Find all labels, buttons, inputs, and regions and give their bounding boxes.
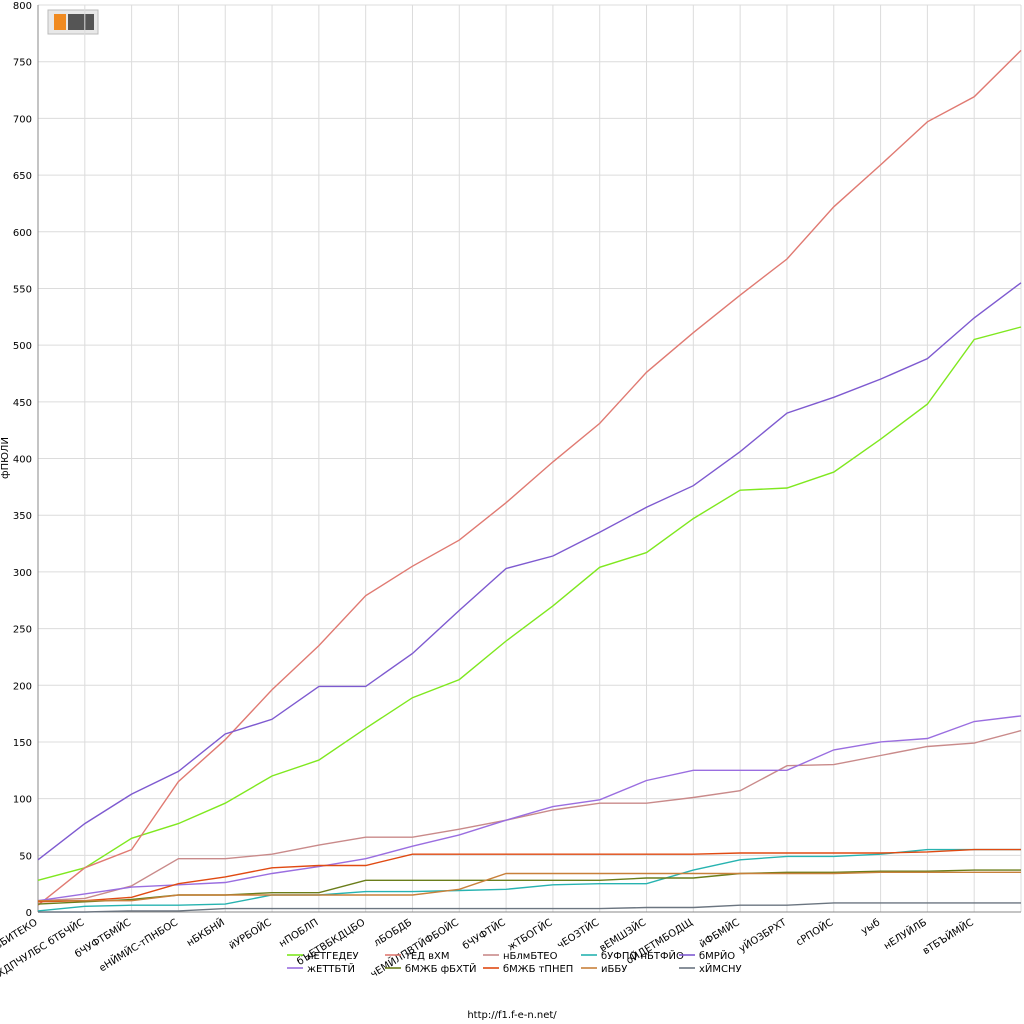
series-line	[37, 715, 1022, 902]
legend-item: бМЖБ тПНЕП	[483, 964, 573, 975]
x-tick-label: уЙОЗБРХТ	[736, 915, 789, 955]
legend-item: нЕТГЕДЕУ	[287, 951, 359, 962]
x-tick-label: сРПОЙС	[793, 916, 835, 949]
y-tick-label: 750	[13, 58, 32, 69]
y-tick-label: 50	[19, 851, 32, 862]
legend-label: бМЖБ фБХТЙ	[405, 962, 476, 975]
y-tick-label: 250	[13, 625, 32, 636]
x-tick-label: вТБЪЙМЙС	[920, 916, 976, 958]
series-line	[38, 871, 1021, 902]
legend-label: бМЖБ тПНЕП	[503, 964, 573, 975]
legend-item: бМРЙО	[679, 949, 735, 962]
y-tick-label: 550	[13, 284, 32, 295]
legend-item: тЕД вХМ	[385, 951, 450, 962]
y-tick-label: 450	[13, 398, 32, 409]
legend-label: бМРЙО	[699, 949, 735, 962]
x-tick-label: йФБМЙС	[697, 916, 742, 951]
series-line	[37, 848, 1021, 912]
y-tick-label: 700	[13, 114, 32, 125]
series-line	[37, 848, 1021, 903]
y-tick-label: 650	[13, 171, 32, 182]
legend-label: бУФПО нБТФЙО	[601, 949, 684, 962]
legend-label: жЕТТБТЙ	[307, 962, 355, 975]
x-tick-label: жТБОГЙС	[505, 916, 555, 954]
legend-label: нБлмБТЕО	[503, 951, 558, 962]
y-tick-label: 200	[13, 681, 32, 692]
y-tick-label: 0	[26, 908, 32, 919]
series-line	[37, 729, 1022, 902]
x-tick-label: нБКБНЙ	[184, 916, 227, 949]
x-tick-label: нПОБЛП	[277, 917, 320, 950]
y-tick-label: 100	[13, 795, 32, 806]
x-tick-label: йУРБОЙС	[226, 916, 273, 952]
legend-item: иББУ	[581, 964, 627, 975]
series-line	[37, 326, 1022, 881]
y-tick-label: 800	[13, 1, 32, 12]
x-tick-label: лБОБДБ	[372, 917, 414, 949]
x-tick-label: еНЙМЙС-тПНБОС	[96, 916, 180, 975]
legend-item: хЙМСНУ	[679, 962, 742, 975]
y-tick-label: 600	[13, 228, 32, 239]
legend-item: нБлмБТЕО	[483, 951, 558, 962]
legend-label: хЙМСНУ	[699, 962, 742, 975]
x-tick-label: бЧУФТЙС	[460, 916, 508, 953]
y-tick-label: 400	[13, 455, 32, 466]
series-line	[37, 49, 1022, 906]
y-tick-label: 350	[13, 511, 32, 522]
logo	[47, 9, 99, 35]
legend-item: бМЖБ фБХТЙ	[385, 962, 476, 975]
y-tick-label: 300	[13, 568, 32, 579]
legend-label: нЕТГЕДЕУ	[307, 951, 359, 962]
y-tick-label: 500	[13, 341, 32, 352]
footer: http://f1.f-e-n.net/	[467, 1010, 557, 1021]
series-line	[37, 282, 1022, 861]
x-tick-label: чЕОЗТЙС	[554, 916, 601, 952]
legend-label: иББУ	[601, 964, 627, 975]
legend-label: тЕД вХМ	[405, 951, 450, 962]
legend-item: бУФПО нБТФЙО	[581, 949, 684, 962]
y-axis-label: фПЮЛЙ	[0, 437, 11, 479]
x-tick-label: уыб	[859, 917, 882, 937]
y-tick-label: 150	[13, 738, 32, 749]
series-line	[38, 902, 1021, 913]
legend-item: жЕТТБТЙ	[287, 962, 355, 975]
